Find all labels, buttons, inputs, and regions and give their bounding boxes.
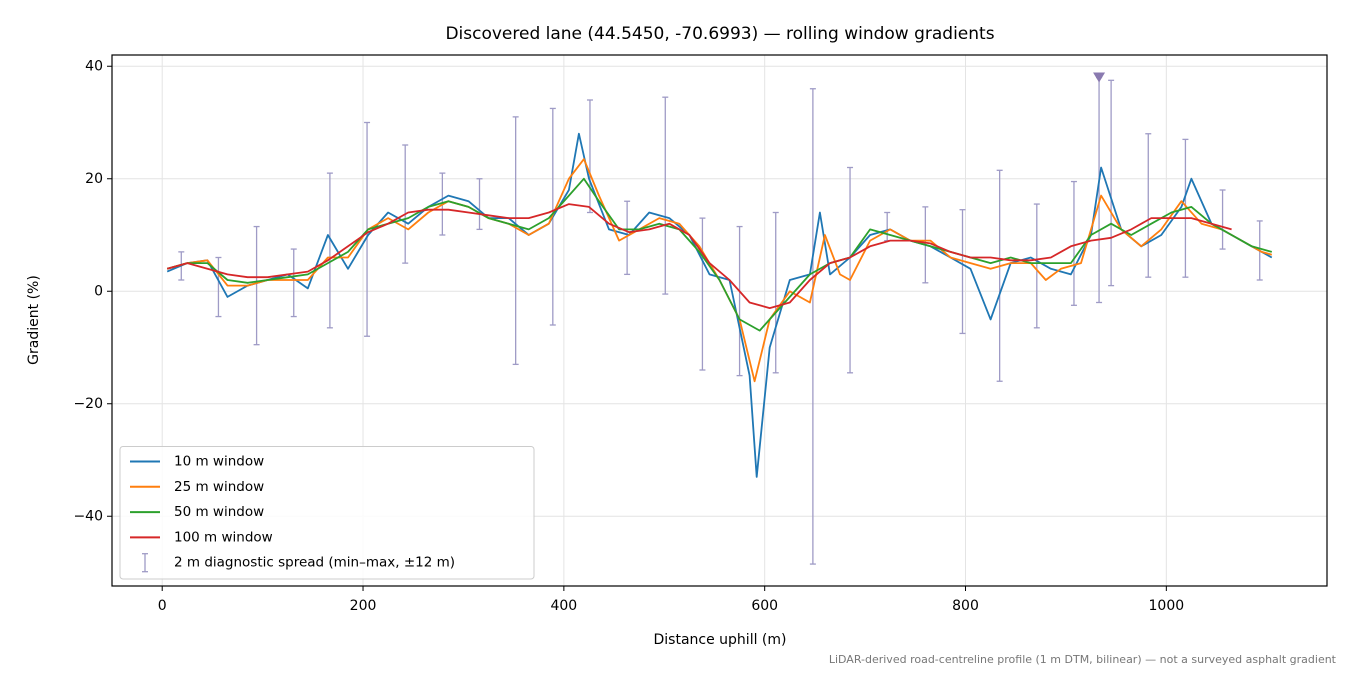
error-bar xyxy=(736,225,743,377)
y-axis-label: Gradient (%) xyxy=(26,275,42,365)
error-bar xyxy=(1219,189,1226,250)
error-bar xyxy=(699,217,706,371)
legend-label: 10 m window xyxy=(174,454,264,470)
peak-marker xyxy=(1093,72,1106,83)
error-bar xyxy=(1070,180,1077,306)
error-bar xyxy=(1033,203,1040,329)
y-tick-label: 20 xyxy=(85,171,103,187)
error-bar xyxy=(1108,79,1115,287)
error-bar xyxy=(884,211,891,242)
error-bar xyxy=(290,248,297,318)
legend-label: 2 m diagnostic spread (min–max, ±12 m) xyxy=(174,555,455,571)
legend-label: 100 m window xyxy=(174,529,273,545)
y-tick-label: 0 xyxy=(94,283,103,299)
error-bar xyxy=(512,116,519,366)
x-tick-label: 1000 xyxy=(1149,598,1185,614)
error-bar xyxy=(586,99,593,214)
chart-title: Discovered lane (44.5450, -70.6993) — ro… xyxy=(445,24,994,44)
series-line xyxy=(166,177,1273,332)
series-line xyxy=(166,158,1273,383)
x-tick-label: 400 xyxy=(550,598,577,614)
series-line xyxy=(166,132,1273,478)
error-bar xyxy=(253,225,260,346)
error-bar xyxy=(662,96,669,295)
x-tick-label: 800 xyxy=(952,598,979,614)
y-tick-label: 40 xyxy=(85,58,103,74)
error-bar xyxy=(215,256,222,318)
x-tick-label: 600 xyxy=(751,598,778,614)
error-bar xyxy=(402,144,409,264)
error-bar xyxy=(809,88,816,565)
error-bar xyxy=(772,211,779,374)
y-tick-label: −20 xyxy=(73,396,103,412)
plot-frame xyxy=(111,54,1328,587)
footnote: LiDAR-derived road-centreline profile (1… xyxy=(829,653,1337,666)
legend-label: 25 m window xyxy=(174,479,264,495)
x-tick-label: 200 xyxy=(350,598,377,614)
series-line xyxy=(166,203,1232,309)
legend-box xyxy=(119,446,535,580)
error-bar xyxy=(959,209,966,335)
x-tick-label: 0 xyxy=(158,598,167,614)
error-bar xyxy=(326,172,333,329)
error-bar xyxy=(624,200,631,276)
error-bar xyxy=(996,169,1003,382)
error-bar xyxy=(847,166,854,374)
y-tick-label: −40 xyxy=(73,508,103,524)
legend-label: 50 m window xyxy=(174,504,264,520)
x-axis-label: Distance uphill (m) xyxy=(654,632,787,648)
error-bar xyxy=(476,178,483,231)
error-bar xyxy=(1145,133,1152,278)
